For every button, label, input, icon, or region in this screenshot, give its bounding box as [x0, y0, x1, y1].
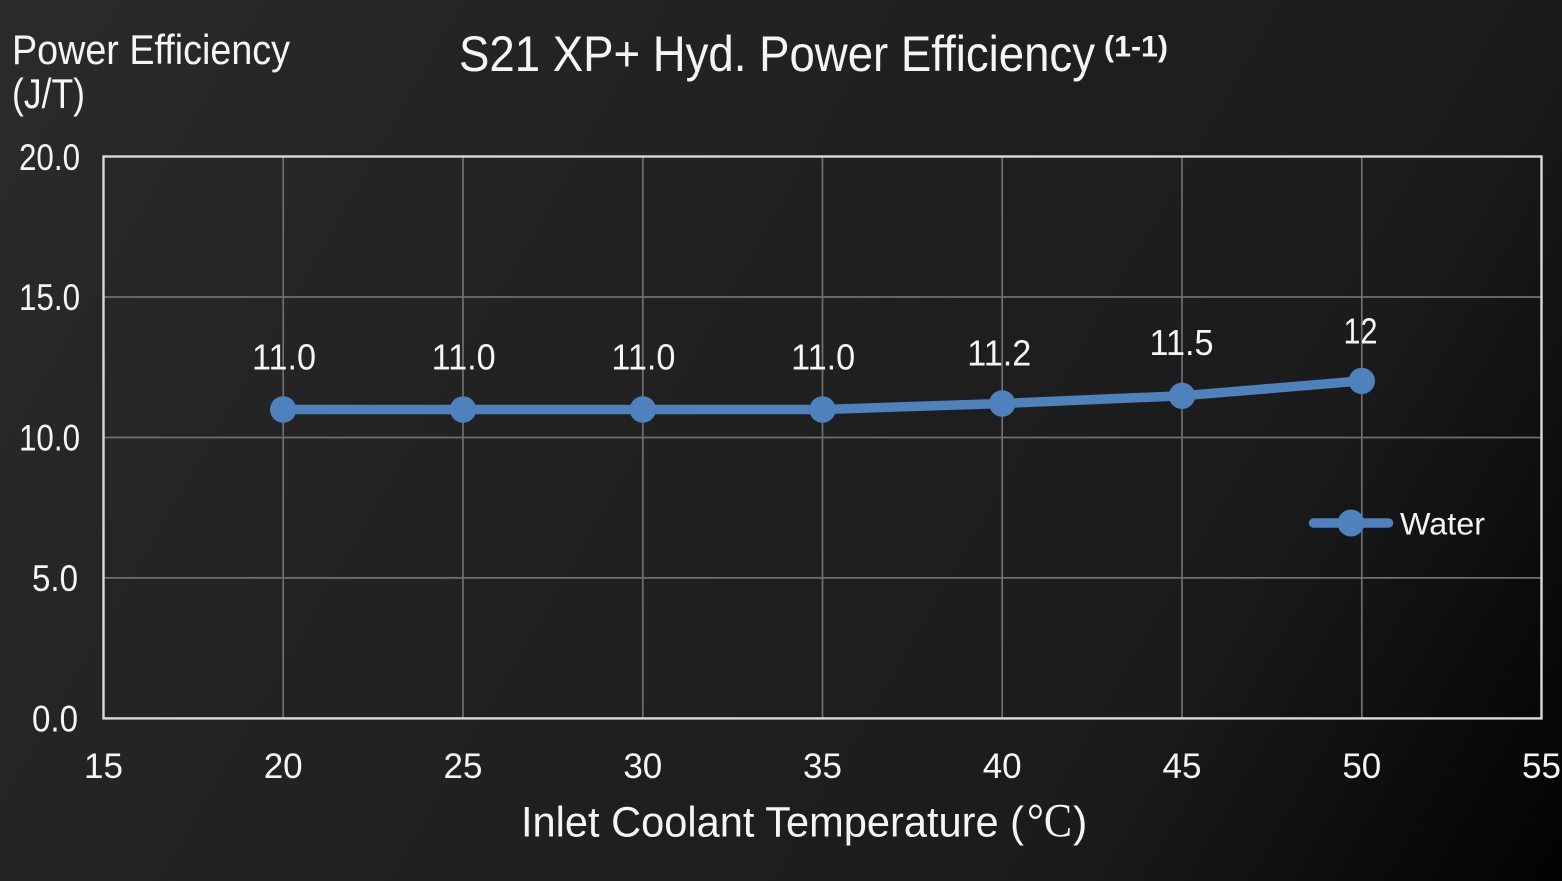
- svg-text:11.0: 11.0: [252, 337, 316, 378]
- svg-text:Water: Water: [1400, 506, 1485, 542]
- svg-text:(1-1): (1-1): [1104, 31, 1168, 64]
- svg-text:12: 12: [1344, 311, 1378, 352]
- svg-text:55: 55: [1522, 747, 1561, 786]
- svg-text:): ): [1073, 799, 1087, 847]
- svg-text:Inlet Coolant Temperature (: Inlet Coolant Temperature (: [521, 799, 1025, 847]
- svg-text:25: 25: [444, 747, 483, 786]
- svg-text:Power Efficiency: Power Efficiency: [12, 26, 290, 73]
- svg-text:0.0: 0.0: [32, 698, 78, 739]
- svg-text:15: 15: [84, 747, 123, 786]
- svg-text:(J/T): (J/T): [12, 70, 85, 117]
- svg-text:11.5: 11.5: [1150, 322, 1214, 363]
- svg-text:30: 30: [623, 747, 662, 786]
- svg-text:11.0: 11.0: [791, 337, 855, 378]
- svg-text:20.0: 20.0: [19, 137, 80, 178]
- svg-text:°C: °C: [1027, 795, 1072, 848]
- svg-text:50: 50: [1342, 747, 1381, 786]
- svg-text:20: 20: [264, 747, 303, 786]
- svg-text:15.0: 15.0: [19, 277, 80, 318]
- svg-text:11.0: 11.0: [432, 337, 496, 378]
- svg-text:45: 45: [1163, 747, 1202, 786]
- svg-text:5.0: 5.0: [32, 558, 78, 599]
- svg-text:11.2: 11.2: [967, 332, 1031, 373]
- svg-text:40: 40: [983, 747, 1022, 786]
- svg-text:10.0: 10.0: [19, 418, 80, 459]
- svg-text:S21 XP+ Hyd. Power Efficiency: S21 XP+ Hyd. Power Efficiency: [459, 26, 1095, 82]
- svg-text:35: 35: [803, 747, 842, 786]
- svg-text:11.0: 11.0: [611, 337, 675, 378]
